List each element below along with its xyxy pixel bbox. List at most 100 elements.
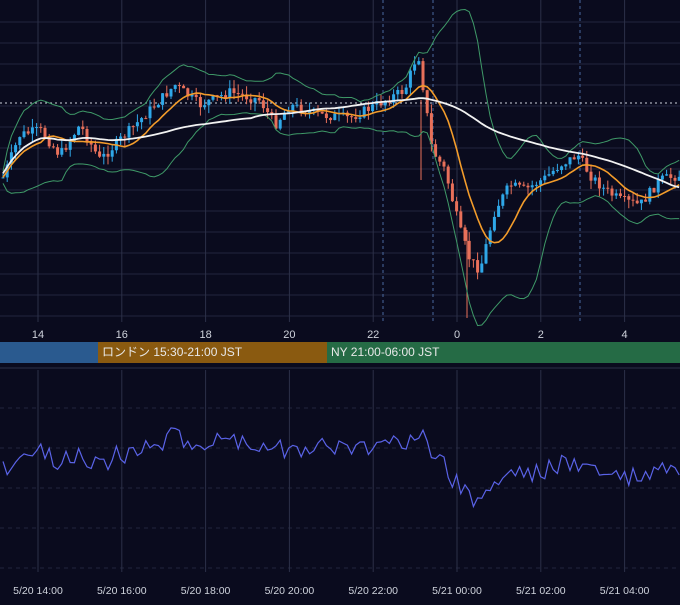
candle-body [501, 194, 505, 206]
candle-body [106, 153, 110, 157]
candle-body [295, 104, 299, 106]
candle-body [677, 176, 680, 181]
candle-body [291, 104, 295, 112]
candle-body [39, 127, 43, 129]
candle-body [467, 240, 471, 260]
candle-body [165, 93, 169, 97]
candle-body [93, 144, 97, 152]
candle-body [68, 140, 72, 150]
candle-body [459, 211, 463, 228]
x-tick-label: 4 [622, 329, 628, 341]
candle-body [278, 119, 282, 129]
candle-body [547, 174, 551, 176]
candle-body [639, 199, 643, 204]
candle-body [249, 99, 253, 103]
candle-body [614, 193, 618, 196]
candle-body [379, 101, 383, 106]
x-tick-label: 5/20 16:00 [97, 585, 147, 597]
candle-body [551, 170, 555, 175]
x-tick-label: 16 [116, 329, 128, 341]
candle-body [602, 187, 606, 189]
candle-body [186, 88, 190, 97]
candle-body [236, 93, 240, 95]
candle-body [408, 70, 412, 88]
x-tick-label: 5/20 20:00 [265, 585, 315, 597]
candle-body [568, 157, 572, 165]
candle-body [471, 259, 475, 261]
bollinger-lower [2, 112, 680, 327]
candle-body [509, 185, 513, 187]
x-tick-label: 0 [454, 329, 460, 341]
candle-body [102, 153, 106, 157]
candle-body [627, 196, 631, 200]
candle-body [606, 187, 610, 189]
candle-body [413, 64, 417, 71]
candle-body [219, 95, 223, 97]
candle-body [539, 180, 543, 185]
candle-body [576, 155, 580, 160]
candle-body [261, 100, 265, 109]
x-tick-label: 2 [538, 329, 544, 341]
x-tick-label: 5/20 18:00 [181, 585, 231, 597]
ma-short-line [2, 84, 680, 244]
candle-body [72, 134, 76, 141]
x-tick-label: 22 [367, 329, 379, 341]
candle-body [140, 118, 144, 123]
candle-body [492, 216, 496, 231]
candle-body [60, 148, 64, 155]
candle-body [266, 108, 270, 113]
candle-body [329, 118, 333, 121]
candle-body [274, 115, 278, 129]
candle-body [425, 90, 429, 114]
candle-body [89, 141, 93, 145]
candle-body [240, 93, 244, 95]
candle-body [194, 94, 198, 98]
candle-body [232, 88, 236, 94]
candle-body [131, 126, 135, 128]
candle-body [119, 136, 123, 139]
candle-body [526, 185, 530, 188]
candle-body [396, 89, 400, 95]
candle-body [463, 227, 467, 241]
x-tick-label: 5/21 00:00 [432, 585, 482, 597]
candle-body [593, 177, 597, 181]
x-tick-label: 14 [32, 329, 44, 341]
candle-body [282, 112, 286, 120]
candle-body [610, 188, 614, 196]
candle-body [1, 177, 5, 179]
candle-body [18, 137, 22, 146]
candle-body [505, 185, 509, 195]
candle-body [455, 201, 459, 212]
candle-body [417, 61, 421, 65]
candle-body [161, 93, 165, 105]
oscillator-line [2, 427, 680, 509]
candle-body [350, 116, 354, 118]
candle-body [631, 199, 635, 201]
candle-body [560, 166, 564, 171]
candle-body [543, 175, 547, 181]
candle-body [635, 200, 639, 204]
candle-body [77, 126, 81, 135]
candle-body [669, 174, 673, 178]
candle-body [287, 111, 291, 113]
candle-body [190, 94, 194, 97]
candle-body [198, 97, 202, 108]
session-ny-bar [327, 342, 680, 363]
candle-body [497, 205, 501, 217]
candle-body [572, 157, 576, 160]
candle-body [245, 94, 249, 100]
ma-long-line [2, 97, 680, 189]
candle-body [85, 129, 89, 142]
candle-body [207, 99, 211, 106]
candle-body [144, 118, 148, 120]
candle-body [438, 156, 442, 162]
session-ny-label: NY 21:00-06:00 JST [331, 345, 440, 359]
candle-body [434, 144, 438, 157]
candle-body [488, 230, 492, 245]
candle-body [597, 177, 601, 189]
candle-body [404, 87, 408, 94]
x-tick-label: 5/20 14:00 [13, 585, 63, 597]
candle-body [513, 182, 517, 186]
candle-body [127, 126, 131, 138]
